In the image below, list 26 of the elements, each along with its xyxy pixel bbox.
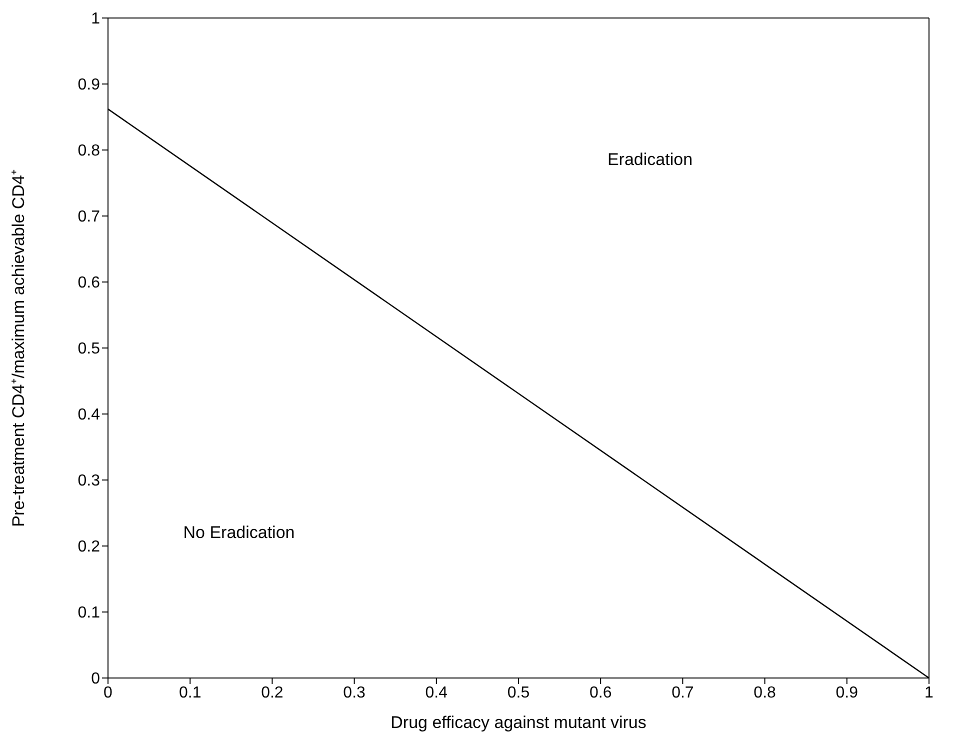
- x-tick-label: 0.7: [672, 684, 694, 702]
- y-tick-label: 0.3: [78, 472, 100, 490]
- x-tick-label: 0.3: [343, 684, 366, 702]
- y-tick-label: 0.8: [78, 142, 100, 160]
- y-tick-label: 0.2: [78, 538, 100, 556]
- x-tick-label: 0.5: [507, 684, 530, 702]
- x-tick-label: 0.6: [589, 684, 612, 702]
- y-tick-label: 0: [91, 670, 100, 688]
- x-tick-label: 0.8: [754, 684, 776, 702]
- annotation: No Eradication: [182, 522, 296, 544]
- y-tick-label: 0.1: [78, 604, 100, 622]
- y-tick-label: 0.5: [78, 340, 100, 358]
- y-tick-label: 1: [91, 10, 100, 28]
- y-tick-label: 0.7: [78, 208, 100, 226]
- x-tick-label: 0.2: [261, 684, 284, 702]
- x-tick-label: 0.1: [178, 684, 202, 702]
- x-tick-label: 0.4: [425, 684, 448, 702]
- x-tick-label: 0: [104, 684, 113, 702]
- annotation: Eradication: [606, 149, 694, 171]
- y-axis-title: Pre-treatment CD4⁺/maximum achievable CD4⁺: [9, 169, 28, 527]
- y-tick-label: 0.6: [78, 274, 100, 292]
- x-tick-label: 0.9: [836, 684, 858, 702]
- y-tick-label: 0.9: [78, 76, 100, 94]
- y-tick-label: 0.4: [78, 406, 100, 424]
- x-tick-label: 1: [924, 684, 934, 702]
- x-axis-title: Drug efficacy against mutant virus: [390, 713, 646, 732]
